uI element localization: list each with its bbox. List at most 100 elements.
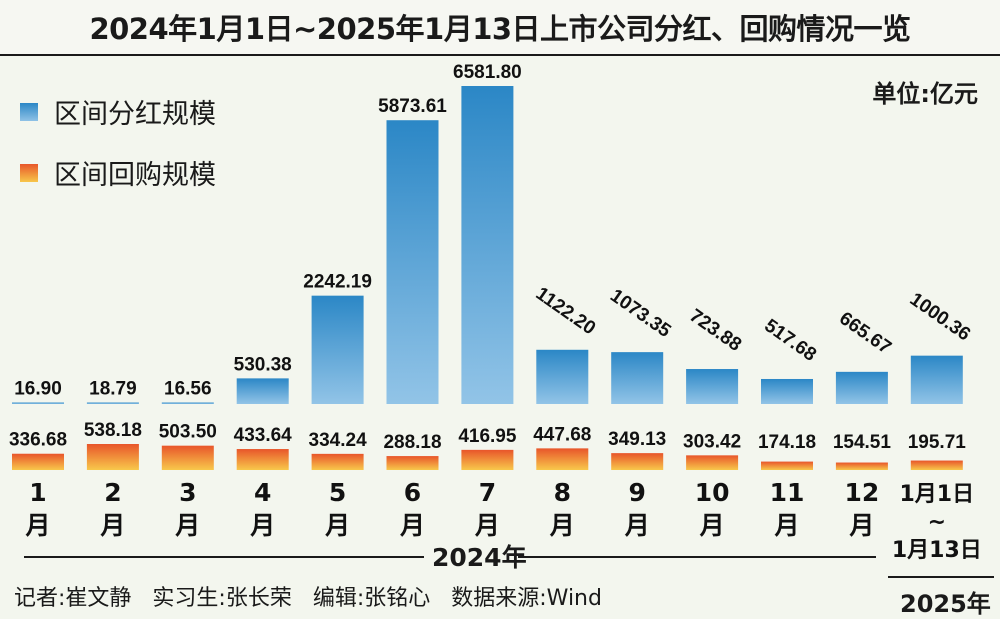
x-tick-label: 月 bbox=[624, 511, 650, 540]
legend-swatch-buyback bbox=[20, 163, 38, 182]
footer-reporter: 记者:崔文静 bbox=[14, 586, 132, 611]
buyback-value-label: 195.71 bbox=[908, 432, 967, 453]
buyback-value-label: 303.42 bbox=[683, 431, 741, 452]
dividend-value-label: 1122.20 bbox=[532, 283, 599, 339]
buyback-bar bbox=[461, 449, 514, 470]
dividend-bar bbox=[161, 402, 214, 404]
x-tick-label: 月 bbox=[848, 511, 874, 540]
year-divider-left bbox=[24, 556, 424, 558]
footer-source: 数据来源:Wind bbox=[451, 586, 602, 611]
x-tick-label: 月 bbox=[474, 511, 500, 540]
year-divider-2025 bbox=[888, 576, 994, 578]
dividend-labels: 16.90 18.79 16.56 530.38 2242.19 5873.61 6581.… bbox=[14, 62, 974, 400]
year-label-2024: 2024年 bbox=[432, 543, 527, 572]
x-tick-label: 1 bbox=[29, 478, 46, 507]
dividend-value-label: 6581.80 bbox=[453, 62, 522, 83]
footer-intern: 实习生:张长荣 bbox=[152, 586, 292, 611]
legend-label-dividend: 区间分红规模 bbox=[54, 99, 216, 130]
dividend-bar bbox=[386, 120, 439, 404]
x-tick-label: 3 bbox=[179, 478, 196, 507]
x-tick-label: 1月13日 bbox=[892, 538, 982, 563]
dividend-bar bbox=[86, 402, 139, 404]
x-tick-label: 12 bbox=[845, 478, 880, 507]
dividend-value-label: 5873.61 bbox=[378, 96, 447, 117]
year-label-2025: 2025年 bbox=[900, 590, 991, 618]
legend: 区间分红规模 区间回购规模 bbox=[20, 92, 216, 214]
x-tick-label: 月 bbox=[99, 511, 125, 540]
buyback-value-label: 433.64 bbox=[234, 425, 293, 446]
buyback-bar bbox=[311, 453, 364, 470]
x-tick-label: 月 bbox=[249, 511, 275, 540]
dividend-value-label: 2242.19 bbox=[303, 272, 372, 293]
buyback-value-label: 174.18 bbox=[758, 432, 816, 453]
dividend-value-label: 530.38 bbox=[234, 354, 292, 375]
x-tick-label: 月 bbox=[699, 511, 725, 540]
dividend-bar bbox=[536, 349, 589, 404]
buyback-bar bbox=[835, 462, 888, 470]
x-tick-label: 6 bbox=[404, 478, 421, 507]
x-tick-label: 8 bbox=[554, 478, 571, 507]
x-tick-label: 月 bbox=[773, 511, 799, 540]
x-tick-label: 月 bbox=[399, 511, 425, 540]
x-tick-label: 10 bbox=[695, 478, 730, 507]
buyback-bars bbox=[12, 444, 963, 470]
buyback-value-label: 288.18 bbox=[383, 432, 441, 453]
buyback-bar bbox=[161, 445, 214, 470]
dividend-bar bbox=[461, 86, 514, 404]
x-tick-label: 月 bbox=[549, 511, 575, 540]
legend-item-dividend: 区间分红规模 bbox=[20, 92, 216, 131]
buyback-bar bbox=[611, 453, 664, 470]
x-tick-label: 4 bbox=[254, 478, 271, 507]
footer-editor: 编辑:张铭心 bbox=[312, 586, 431, 611]
buyback-bar bbox=[686, 455, 739, 470]
buyback-value-label: 538.18 bbox=[84, 420, 142, 441]
x-tick-label: 月 bbox=[174, 511, 200, 540]
x-tick-label: ~ bbox=[928, 510, 946, 535]
buyback-value-label: 447.68 bbox=[533, 424, 591, 445]
year-divider-right bbox=[518, 556, 876, 558]
unit-label: 单位:亿元 bbox=[872, 80, 978, 108]
x-tick-label: 5 bbox=[329, 478, 346, 507]
buyback-bar bbox=[910, 460, 963, 470]
dividend-value-label: 723.88 bbox=[685, 305, 745, 356]
buyback-value-label: 349.13 bbox=[608, 429, 666, 450]
buyback-labels: 336.68 538.18 503.50 433.64 334.24 288.18 416.… bbox=[9, 420, 966, 453]
buyback-bar bbox=[761, 461, 813, 470]
buyback-bar bbox=[236, 449, 289, 470]
buyback-value-label: 154.51 bbox=[833, 432, 892, 453]
legend-swatch-dividend bbox=[20, 102, 38, 121]
buyback-bar bbox=[536, 448, 589, 470]
dividend-bar bbox=[611, 352, 664, 404]
dividend-bar bbox=[835, 371, 888, 404]
dividend-bar bbox=[236, 378, 289, 404]
dividend-bar bbox=[910, 355, 963, 404]
x-tick-label: 2 bbox=[104, 478, 121, 507]
x-tick-labels: 1 月 2 月 3 月 4 月 5 月 6 月 7 月 8 月 9 月 10 月 11 月 12 月 1月1日 ~1月13日 bbox=[24, 478, 981, 563]
buyback-bar bbox=[86, 444, 139, 470]
dividend-value-label: 1073.35 bbox=[606, 285, 675, 342]
dividend-bar bbox=[761, 378, 813, 404]
buyback-value-label: 503.50 bbox=[159, 422, 217, 443]
dividend-value-label: 517.68 bbox=[760, 315, 820, 366]
x-tick-label: 7 bbox=[479, 478, 496, 507]
chart-title: 2024年1月1日~2025年1月13日上市公司分红、回购情况一览 bbox=[89, 12, 911, 46]
x-tick-label: 11 bbox=[770, 478, 805, 507]
dividend-bar bbox=[686, 369, 739, 404]
buyback-value-label: 416.95 bbox=[458, 426, 517, 447]
buyback-value-label: 334.24 bbox=[309, 430, 368, 451]
dividend-value-label: 1000.36 bbox=[906, 289, 974, 346]
x-tick-label: 1月1日 bbox=[899, 482, 974, 507]
dividend-bar bbox=[12, 402, 64, 404]
dividend-bars bbox=[12, 86, 963, 404]
dividend-value-label: 16.90 bbox=[14, 379, 62, 400]
dividend-value-label: 665.67 bbox=[835, 308, 895, 359]
legend-item-buyback: 区间回购规模 bbox=[20, 153, 216, 192]
title-bar: 2024年1月1日~2025年1月13日上市公司分红、回购情况一览 bbox=[0, 0, 1000, 56]
x-tick-label: 月 bbox=[324, 511, 350, 540]
dividend-value-label: 18.79 bbox=[89, 379, 137, 400]
footer-credits: 记者:崔文静 实习生:张长荣 编辑:张铭心 数据来源:Wind bbox=[14, 580, 616, 612]
legend-label-buyback: 区间回购规模 bbox=[54, 160, 216, 191]
buyback-bar bbox=[12, 453, 64, 470]
buyback-value-label: 336.68 bbox=[9, 430, 67, 451]
